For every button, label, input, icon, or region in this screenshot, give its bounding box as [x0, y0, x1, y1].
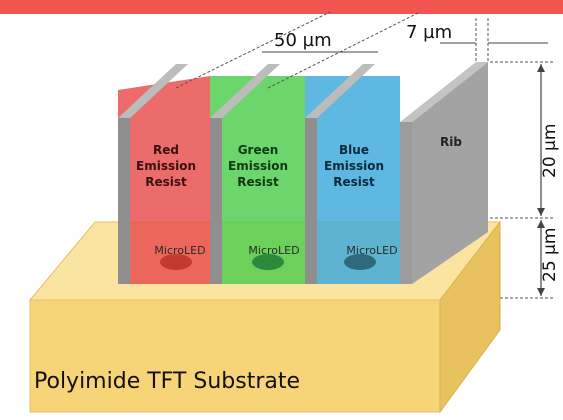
- substrate-front-face: [29, 299, 441, 413]
- substrate-side-face: [439, 220, 501, 414]
- green-cell-line1: Green: [238, 143, 279, 157]
- rib-wall-1: [118, 64, 188, 284]
- blue-cell-line2: Emission: [324, 159, 384, 173]
- rib-width-label: 7 µm: [406, 22, 452, 43]
- green-microled-blob: [252, 254, 284, 270]
- pitch-guide-line-1: [175, 11, 331, 89]
- pitch-guide-line-2: [267, 11, 421, 89]
- blue-cell-line1: Blue: [339, 143, 369, 157]
- rib-height-arrowhead-top: [537, 64, 545, 72]
- red-cell-line1: Red: [153, 143, 179, 157]
- rib-label: Rib: [440, 135, 462, 149]
- rib-wall-3: [305, 64, 375, 284]
- top-accent-bar: [0, 0, 563, 14]
- green-cell-line2: Emission: [228, 159, 288, 173]
- red-cell-line3: Resist: [145, 175, 187, 189]
- blue-cell-line3: Resist: [333, 175, 375, 189]
- green-resist-cell: [210, 76, 305, 284]
- red-microled-label: MicroLED: [154, 244, 205, 257]
- red-cell-line2: Emission: [136, 159, 196, 173]
- rib-height-label: 20 µm: [540, 124, 560, 178]
- substrate-label: Polyimide TFT Substrate: [34, 369, 300, 394]
- led-height-arrowhead-bottom: [537, 288, 545, 296]
- blue-resist-cell: [305, 76, 400, 284]
- pitch-label: 50 µm: [274, 30, 332, 51]
- led-height-arrowhead-top: [537, 220, 545, 228]
- rib-height-arrowhead-bottom: [537, 208, 545, 216]
- green-cell-line3: Resist: [237, 175, 279, 189]
- led-height-label: 25 µm: [540, 228, 560, 282]
- rib-wall-4: [400, 62, 488, 284]
- green-microled-label: MicroLED: [248, 244, 299, 257]
- red-resist-cell: [118, 76, 210, 284]
- blue-microled-label: MicroLED: [346, 244, 397, 257]
- red-microled-blob: [160, 254, 192, 270]
- blue-microled-blob: [344, 254, 376, 270]
- rib-wall-2: [210, 64, 280, 284]
